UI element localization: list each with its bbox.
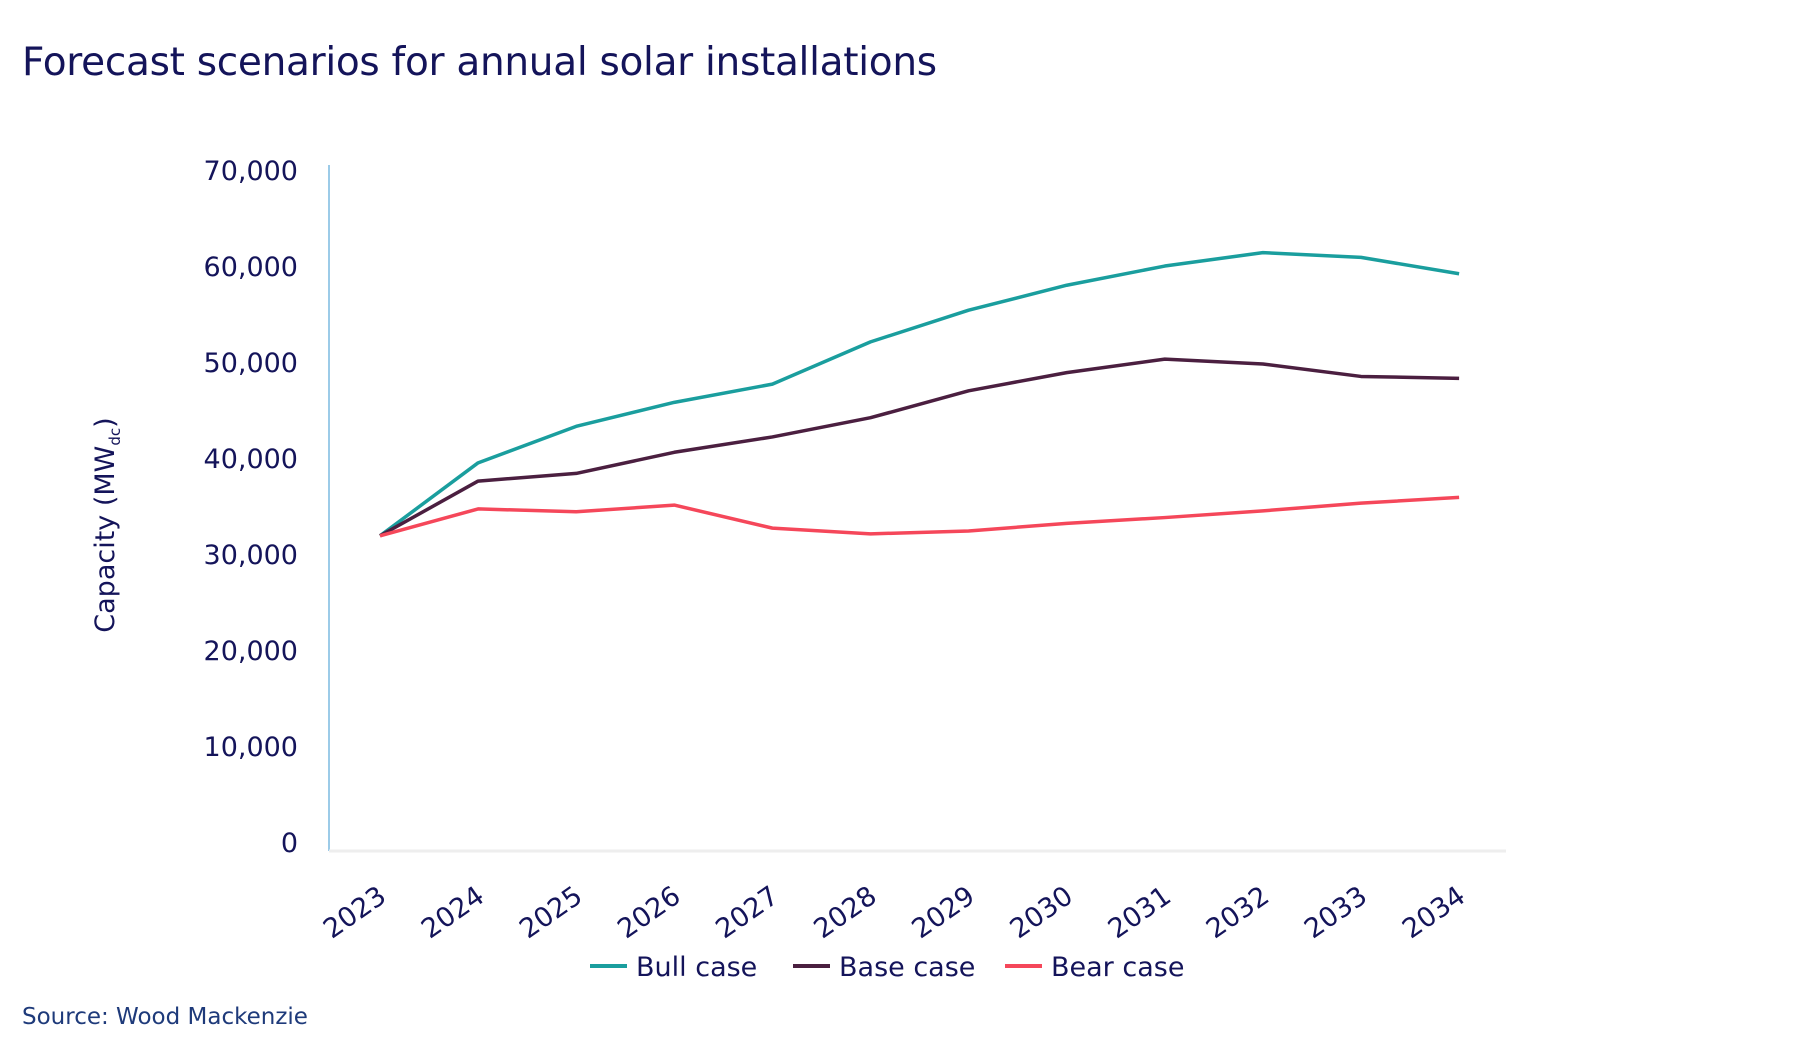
x-tick-label: 2034 [1397,880,1471,945]
y-tick-label: 0 [281,828,298,859]
source-note: Source: Wood Mackenzie [22,1004,308,1030]
y-axis-label: Capacity (MWdc) [90,417,124,632]
y-tick-label: 40,000 [204,444,298,475]
chart-title: Forecast scenarios for annual solar inst… [22,40,937,85]
x-tick-label: 2033 [1299,880,1373,945]
x-tick-label: 2028 [808,880,882,945]
y-tick-label: 70,000 [204,156,298,187]
x-tick-label: 2027 [710,880,784,945]
y-tick-label: 50,000 [204,348,298,379]
series-line-bear-case [379,495,1460,538]
x-tick-label: 2023 [318,880,392,945]
y-tick-label: 30,000 [204,540,298,571]
x-tick-label: 2025 [514,880,588,945]
x-tick-label: 2024 [416,880,490,945]
y-tick-label: 20,000 [204,636,298,667]
x-tick-label: 2026 [612,880,686,945]
legend-label: Bear case [1051,952,1184,983]
x-tick-label: 2030 [1005,880,1079,945]
x-tick-label: 2029 [907,880,981,945]
legend-label: Base case [839,952,975,983]
legend-label: Bull case [636,952,757,983]
y-tick-label: 10,000 [204,732,298,763]
y-tick-label: 60,000 [204,252,298,283]
x-tick-label: 2032 [1201,880,1275,945]
x-tick-label: 2031 [1103,880,1177,945]
series-line-bull-case [378,250,1460,538]
series-line-base-case [379,357,1460,538]
